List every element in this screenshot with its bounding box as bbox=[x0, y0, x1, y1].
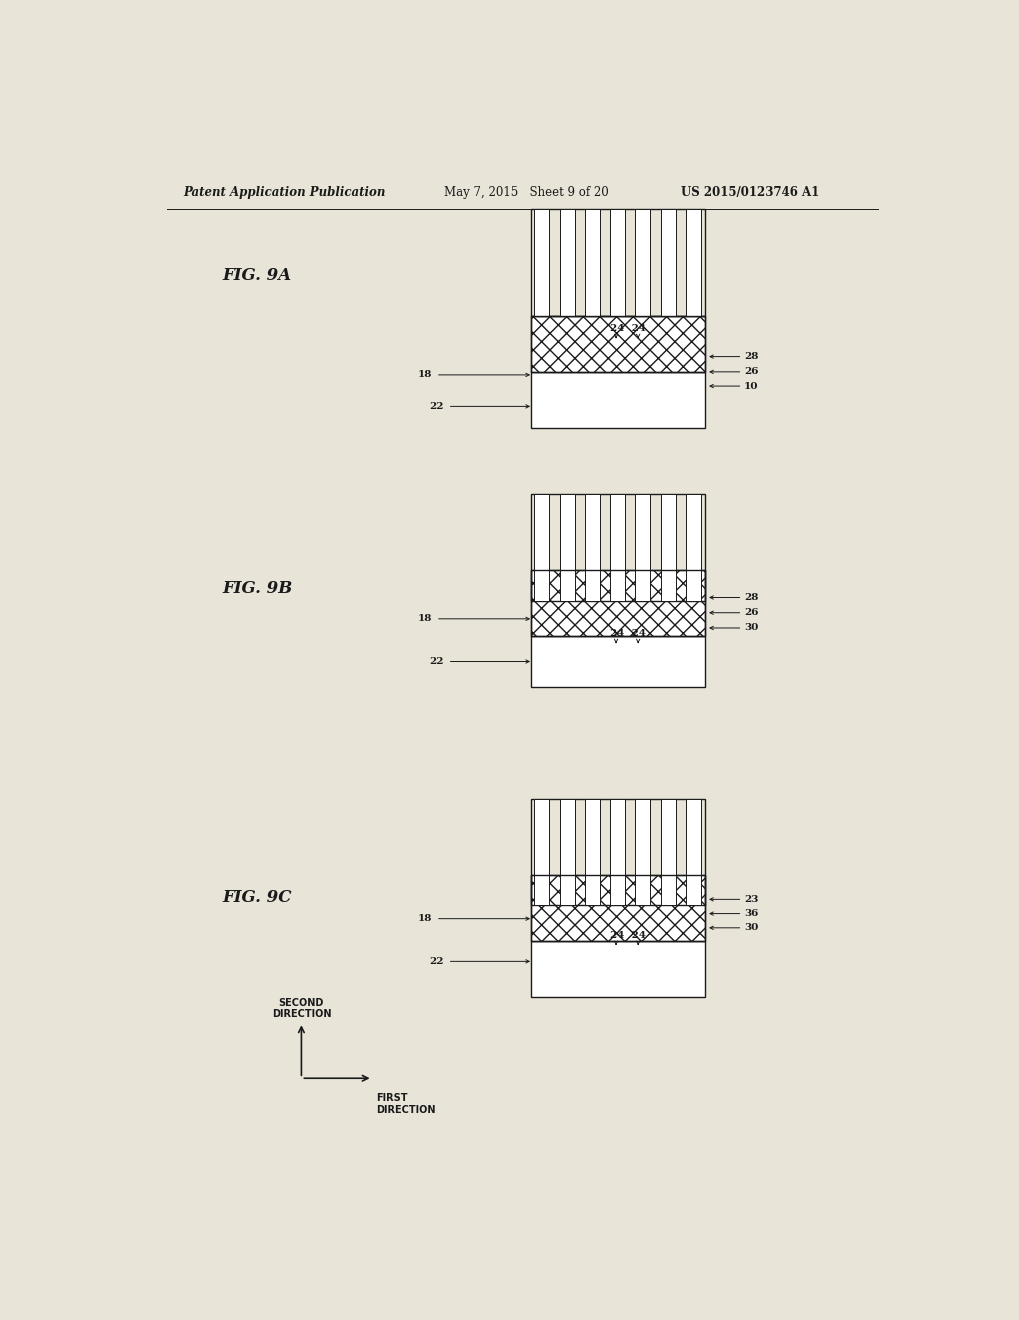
Text: 26: 26 bbox=[744, 367, 758, 376]
Text: 18: 18 bbox=[417, 614, 431, 623]
Bar bbox=[686, 799, 700, 906]
Bar bbox=[559, 494, 574, 601]
Bar bbox=[635, 799, 650, 906]
Text: 36: 36 bbox=[744, 909, 758, 919]
Text: SECOND
DIRECTION: SECOND DIRECTION bbox=[271, 998, 331, 1019]
Bar bbox=[686, 209, 700, 315]
Bar bbox=[530, 494, 704, 601]
Bar bbox=[660, 209, 675, 315]
Bar bbox=[635, 494, 650, 601]
Text: 24  24: 24 24 bbox=[609, 931, 645, 940]
Bar bbox=[530, 570, 704, 636]
Bar bbox=[530, 209, 704, 315]
Text: May 7, 2015   Sheet 9 of 20: May 7, 2015 Sheet 9 of 20 bbox=[443, 186, 608, 199]
Bar bbox=[584, 799, 599, 906]
Text: 22: 22 bbox=[429, 957, 443, 966]
Bar bbox=[559, 799, 574, 906]
Bar bbox=[609, 209, 625, 315]
Bar bbox=[686, 494, 700, 601]
Text: 24  24: 24 24 bbox=[609, 630, 645, 638]
Text: 30: 30 bbox=[744, 923, 758, 932]
Bar bbox=[635, 209, 650, 315]
Bar bbox=[534, 209, 548, 315]
Bar bbox=[609, 494, 625, 601]
Bar bbox=[559, 209, 574, 315]
Text: US 2015/0123746 A1: US 2015/0123746 A1 bbox=[681, 186, 818, 199]
Text: 28: 28 bbox=[744, 352, 758, 362]
Text: 10: 10 bbox=[744, 381, 758, 391]
Bar bbox=[530, 570, 704, 636]
Bar bbox=[534, 799, 548, 906]
Text: 26: 26 bbox=[744, 609, 758, 618]
Bar bbox=[584, 209, 599, 315]
Bar bbox=[530, 799, 704, 906]
Bar bbox=[609, 799, 625, 906]
Bar bbox=[530, 636, 704, 686]
Bar bbox=[530, 941, 704, 997]
Bar bbox=[660, 799, 675, 906]
Text: FIG. 9A: FIG. 9A bbox=[222, 268, 291, 284]
Bar bbox=[534, 494, 548, 601]
Text: 18: 18 bbox=[417, 915, 431, 923]
Bar bbox=[660, 494, 675, 601]
Text: 18: 18 bbox=[417, 371, 431, 379]
Text: FIG. 9B: FIG. 9B bbox=[222, 581, 292, 598]
Bar bbox=[530, 875, 704, 941]
Bar bbox=[530, 372, 704, 428]
Text: 28: 28 bbox=[744, 593, 758, 602]
Text: 30: 30 bbox=[744, 623, 758, 632]
Text: 22: 22 bbox=[429, 401, 443, 411]
Text: 23: 23 bbox=[744, 895, 758, 904]
Text: FIG. 9C: FIG. 9C bbox=[222, 890, 291, 907]
Bar bbox=[530, 315, 704, 372]
Bar bbox=[530, 315, 704, 372]
Text: FIRST
DIRECTION: FIRST DIRECTION bbox=[376, 1093, 435, 1115]
Bar bbox=[530, 875, 704, 941]
Text: 24  24: 24 24 bbox=[609, 325, 645, 333]
Text: 22: 22 bbox=[429, 657, 443, 667]
Bar bbox=[584, 494, 599, 601]
Text: Patent Application Publication: Patent Application Publication bbox=[182, 186, 385, 199]
